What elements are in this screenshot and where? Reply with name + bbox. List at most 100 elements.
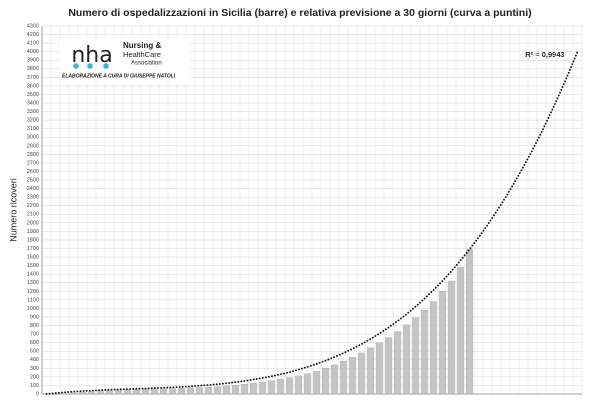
y-tick-label: 4300: [27, 23, 39, 29]
y-tick-label: 3700: [27, 75, 39, 81]
y-tick-label: 2000: [27, 220, 39, 226]
logo-dot: [103, 63, 109, 69]
y-tick-label: 700: [30, 332, 39, 338]
y-tick-label: 500: [30, 349, 39, 355]
bar: [448, 280, 455, 395]
y-tick-label: 3500: [27, 92, 39, 98]
y-tick-label: 1400: [27, 272, 39, 278]
y-tick-label: 1000: [27, 306, 39, 312]
bar: [268, 380, 275, 395]
bar: [178, 388, 185, 395]
y-tick-label: 2800: [27, 152, 39, 158]
bar: [133, 389, 140, 395]
y-tick-label: 1600: [27, 255, 39, 261]
y-tick-label: 4200: [27, 32, 39, 38]
bar: [412, 317, 419, 395]
bar: [241, 384, 248, 395]
bar: [349, 357, 356, 395]
bar: [70, 392, 77, 395]
y-tick-label: 2600: [27, 169, 39, 175]
bar: [88, 391, 95, 395]
trend-curve: [45, 50, 579, 395]
bar: [142, 388, 149, 395]
y-tick-label: 1500: [27, 263, 39, 269]
y-axis-label: Numero ricoveri: [8, 178, 18, 242]
bar: [259, 381, 266, 395]
y-tick-label: 3200: [27, 118, 39, 124]
bar: [160, 388, 167, 395]
y-tick-label: 600: [30, 340, 39, 346]
bar: [376, 342, 383, 395]
bar: [187, 387, 194, 395]
bar: [97, 390, 104, 395]
bar: [115, 389, 122, 395]
bar: [250, 382, 257, 395]
bar: [61, 393, 68, 395]
bar: [403, 324, 410, 395]
y-tick-label: 900: [30, 314, 39, 320]
bar: [169, 388, 176, 395]
y-tick-label: 1100: [27, 297, 39, 303]
bar: [286, 377, 293, 395]
y-tick-label: 3000: [27, 135, 39, 141]
bar: [358, 352, 365, 395]
bar: [124, 389, 131, 395]
bar: [313, 371, 320, 395]
y-tick-label: 2500: [27, 177, 39, 183]
y-tick-label: 3600: [27, 83, 39, 89]
logo-dot: [73, 63, 79, 69]
bar: [232, 384, 239, 395]
r2-annotation: R² = 0,9943: [525, 50, 564, 59]
y-tick-label: 4000: [27, 49, 39, 55]
logo-line: HealthCare: [123, 50, 161, 59]
y-tick-label: 800: [30, 323, 39, 329]
y-tick-label: 3300: [27, 109, 39, 115]
y-tick-label: 300: [30, 366, 39, 372]
logo-line: Nursing &: [123, 41, 161, 50]
bar: [439, 291, 446, 395]
logo-dot: [87, 63, 93, 69]
y-tick-label: 2400: [27, 186, 39, 192]
logo-background: [60, 38, 190, 84]
bar: [322, 368, 329, 395]
y-tick-label: 2300: [27, 195, 39, 201]
y-tick-label: 1200: [27, 289, 39, 295]
bar: [367, 347, 374, 395]
y-tick-label: 1800: [27, 237, 39, 243]
bar: [394, 331, 401, 395]
bar: [466, 249, 473, 395]
y-tick-label: 3100: [27, 126, 39, 132]
y-tick-label: 0: [36, 391, 39, 397]
y-tick-label: 400: [30, 357, 39, 363]
y-tick-label: 2200: [27, 203, 39, 209]
bar: [331, 364, 338, 395]
y-tick-label: 3900: [27, 58, 39, 64]
bar: [457, 267, 464, 395]
y-tick-label: 3800: [27, 66, 39, 72]
y-tick-label: 2100: [27, 212, 39, 218]
bar: [430, 301, 437, 395]
bar: [340, 360, 347, 395]
bar: [385, 337, 392, 395]
bar: [223, 385, 230, 395]
logo: nha Nursing & HealthCare Association ELA…: [60, 38, 190, 84]
logo-credit: ELABORAZIONE A CURA DI GIUSEPPE NATOLI: [62, 73, 176, 79]
y-tick-label: 100: [30, 383, 39, 389]
bar: [304, 373, 311, 395]
bar: [295, 375, 302, 395]
y-tick-label: 3400: [27, 100, 39, 106]
bar: [277, 379, 284, 395]
y-tick-label: 200: [30, 374, 39, 380]
bar: [79, 391, 86, 395]
bar: [151, 388, 158, 395]
y-tick-label: 1900: [27, 229, 39, 235]
bar: [214, 386, 221, 395]
y-tick-label: 2700: [27, 160, 39, 166]
y-tick-label: 2900: [27, 143, 39, 149]
y-tick-label: 1700: [27, 246, 39, 252]
bar: [106, 389, 113, 395]
y-tick-label: 4100: [27, 41, 39, 47]
logo-line: Association: [131, 61, 162, 67]
bar: [196, 387, 203, 395]
